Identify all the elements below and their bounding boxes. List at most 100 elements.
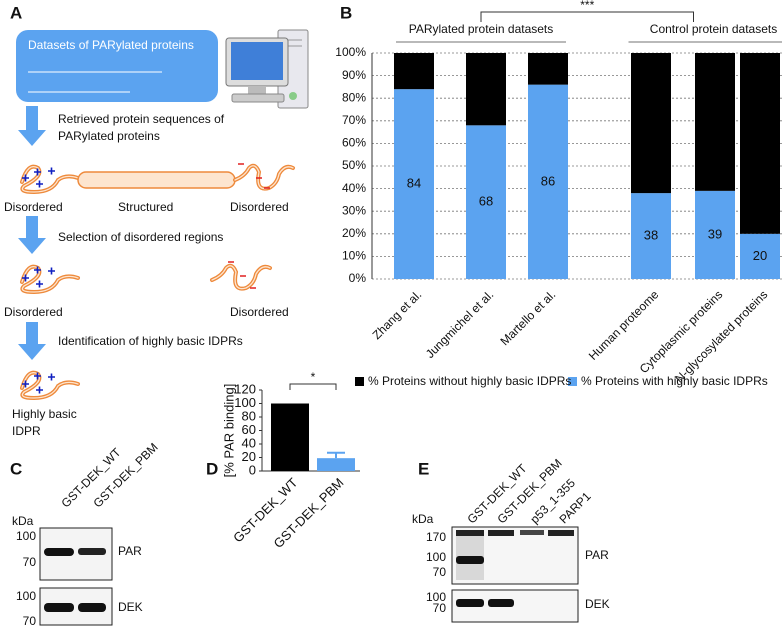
region-label: Disordered — [230, 305, 289, 319]
protein-basic — [20, 370, 80, 401]
protein-disordered — [20, 261, 272, 295]
x-tick-label: Martello et al. — [498, 287, 559, 348]
y-tick-label: 10% — [342, 249, 366, 263]
unit-label: kDa — [412, 512, 434, 526]
bar — [317, 458, 355, 471]
band — [548, 530, 574, 536]
data-label: 68 — [479, 194, 493, 209]
band — [44, 603, 74, 612]
blot-label: DEK — [585, 597, 610, 611]
band — [78, 548, 106, 555]
y-tick-label: 60% — [342, 136, 366, 150]
bar-segment — [695, 53, 735, 191]
step-text: Identification of highly basic IDPRs — [58, 334, 243, 348]
result-text: Highly basic — [12, 407, 77, 421]
data-label: 86 — [541, 173, 555, 188]
y-tick-label: 70% — [342, 113, 366, 127]
marker: 70 — [433, 601, 447, 615]
y-tick-label: 80% — [342, 90, 366, 104]
y-tick-label: 60 — [242, 422, 256, 437]
region-label: Disordered — [4, 305, 63, 319]
bar-segment — [528, 84, 568, 279]
marker: 100 — [426, 550, 446, 564]
panel-c: C GST-DEK_WT GST-DEK_PBM kDa 100 70 PAR … — [10, 440, 161, 628]
band — [456, 556, 484, 564]
x-tick-label: N-glycosylated proteins — [672, 287, 770, 385]
dataset-box — [16, 30, 218, 102]
marker: 70 — [433, 565, 447, 579]
result-text: IDPR — [12, 424, 41, 438]
bar-segment — [528, 53, 568, 85]
protein-full — [20, 163, 295, 195]
bar-segment — [466, 53, 506, 126]
computer-icon — [225, 29, 309, 109]
legend-swatch — [355, 377, 364, 386]
error-bar — [327, 451, 345, 459]
region-label: Structured — [118, 200, 173, 214]
y-tick-label: 30% — [342, 203, 366, 217]
data-label: 20 — [753, 248, 767, 263]
legend-label: % Proteins with highly basic IDPRs — [581, 374, 768, 388]
band — [456, 530, 484, 536]
data-label: 84 — [407, 176, 421, 191]
y-axis-label: [% PAR binding] — [221, 384, 236, 478]
significance-bracket — [480, 11, 694, 22]
marker: 100 — [16, 529, 36, 543]
marker: 170 — [426, 530, 446, 544]
step-text: PARylated proteins — [58, 129, 160, 143]
band — [488, 530, 514, 536]
band — [44, 548, 74, 556]
y-tick-label: 0 — [249, 462, 256, 477]
x-tick-label: Jungmichel et al. — [423, 287, 497, 361]
significance: *** — [580, 0, 594, 12]
y-tick-label: 100 — [234, 395, 256, 410]
y-tick-label: 90% — [342, 68, 366, 82]
marker: 70 — [23, 555, 37, 569]
y-tick-label: 20% — [342, 226, 366, 240]
region-label: Disordered — [230, 200, 289, 214]
step-text: Selection of disordered regions — [58, 230, 223, 244]
significance-bracket — [289, 383, 337, 390]
band — [488, 599, 514, 607]
band — [456, 599, 484, 607]
y-tick-label: 120 — [234, 381, 256, 396]
y-tick-label: 80 — [242, 408, 256, 423]
band — [520, 530, 544, 535]
region-label: Disordered — [4, 200, 63, 214]
group-label: PARylated protein datasets — [409, 22, 554, 36]
marker: 100 — [16, 589, 36, 603]
y-tick-label: 0% — [349, 271, 367, 285]
data-label: 39 — [708, 226, 722, 241]
y-tick-label: 40% — [342, 181, 366, 195]
y-tick-label: 100% — [335, 45, 366, 59]
y-tick-label: 20 — [242, 449, 256, 464]
bar-segment — [394, 53, 434, 90]
bar-segment — [394, 89, 434, 279]
y-tick-label: 50% — [342, 158, 366, 172]
box-title: Datasets of PARylated proteins — [28, 38, 194, 52]
bar-segment — [466, 125, 506, 279]
arrow — [18, 106, 46, 146]
marker: 70 — [23, 614, 37, 628]
blot-label: PAR — [585, 548, 609, 562]
panel-letter: D — [206, 459, 218, 478]
data-label: 38 — [644, 227, 658, 242]
band — [78, 603, 106, 612]
bar-segment — [695, 190, 735, 279]
blot-label: PAR — [118, 544, 142, 558]
y-tick-label: 40 — [242, 435, 256, 450]
panel-letter: E — [418, 459, 429, 478]
bar-segment — [631, 193, 671, 279]
bar-segment — [631, 53, 671, 194]
x-tick-label: Zhang et al. — [370, 287, 425, 342]
marker: 100 — [426, 590, 446, 604]
panel-e: E GST-DEK_WT GST-DEK_PBM p53_1-355 PARP1… — [412, 456, 610, 623]
panel-letter: A — [10, 3, 22, 22]
arrow — [18, 216, 46, 254]
unit-label: kDa — [12, 514, 34, 528]
arrow — [18, 322, 46, 360]
panel-letter: B — [340, 3, 352, 22]
legend-label: % Proteins without highly basic IDPRs — [368, 374, 571, 388]
panel-a: A Datasets of PARylated proteins Retriev… — [4, 3, 309, 438]
